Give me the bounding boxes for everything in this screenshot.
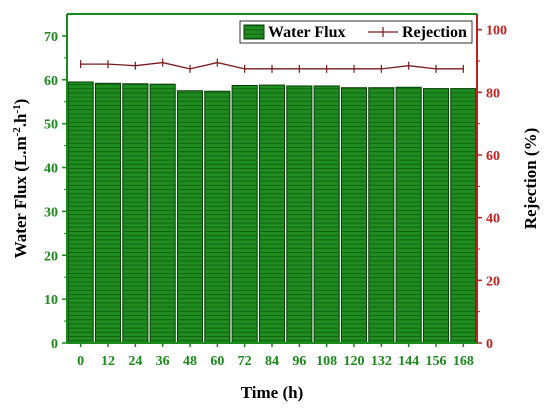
left-tick-label: 30: [44, 205, 58, 220]
left-tick-label: 40: [44, 162, 58, 177]
x-tick-label: 12: [101, 354, 115, 369]
left-tick-label: 70: [44, 30, 58, 45]
flux-bar: [258, 84, 286, 344]
left-tick-label: 0: [51, 337, 58, 352]
labels-layer: 0 10 20 30 40 50 60 70 0 20 40 60 80 100 0 12 24 36 48 60 72…: [11, 24, 540, 402]
flux-bar: [395, 86, 422, 344]
x-tick-label: 0: [77, 354, 84, 369]
axes-layer: [62, 13, 482, 347]
legend: Water Flux Rejection: [239, 20, 473, 44]
left-axis-title-part: Water Flux (L.m: [11, 136, 30, 258]
x-tick-label: 60: [210, 354, 224, 369]
x-tick-label: 84: [265, 354, 279, 369]
right-tick-label: 100: [486, 24, 507, 39]
legend-rejection-label: Rejection: [402, 24, 467, 41]
flux-bar: [286, 85, 313, 344]
x-tick-label: 72: [238, 354, 252, 369]
flux-bar: [94, 82, 122, 344]
x-tick-label: 168: [453, 354, 474, 369]
left-axis-title-part: -1: [11, 104, 23, 113]
left-axis-title: Water Flux (L.m-2.h-1): [11, 99, 30, 259]
x-tick-label: 48: [183, 354, 197, 369]
flux-bar: [450, 88, 477, 344]
x-tick-label: 156: [426, 354, 447, 369]
flux-bar: [368, 87, 395, 344]
rejection-line-layer: [80, 58, 464, 73]
right-tick-label: 20: [486, 274, 500, 289]
bars-layer: [67, 81, 477, 344]
flux-bar: [313, 85, 340, 344]
flux-bar: [122, 83, 149, 344]
flux-bar: [231, 85, 258, 344]
x-tick-label: 24: [128, 354, 142, 369]
flux-bar: [422, 88, 450, 344]
right-tick-label: 60: [486, 149, 500, 164]
x-tick-label: 132: [371, 354, 392, 369]
x-tick-label: 96: [292, 354, 306, 369]
left-tick-label: 50: [44, 118, 58, 133]
left-tick-label: 60: [44, 74, 58, 89]
left-axis-title-part: -2: [11, 127, 23, 137]
x-axis-title: Time (h): [241, 383, 304, 402]
legend-flux-swatch: [243, 24, 265, 40]
x-tick-label: 144: [398, 354, 419, 369]
flux-bar: [67, 81, 94, 344]
x-tick-label: 108: [316, 354, 337, 369]
x-tick-label: 36: [156, 354, 170, 369]
flux-bar: [176, 90, 204, 344]
right-tick-label: 80: [486, 86, 500, 101]
right-tick-label: 40: [486, 212, 500, 227]
left-tick-label: 10: [44, 293, 58, 308]
flux-bar: [204, 90, 231, 344]
x-tick-label: 120: [344, 354, 365, 369]
legend-box: [239, 20, 473, 44]
right-tick-label: 0: [486, 337, 493, 352]
right-axis-title: Rejection (%): [521, 128, 540, 230]
left-axis-title-part: .h: [11, 113, 30, 127]
legend-flux-label: Water Flux: [268, 24, 345, 41]
left-axis-title-part: ): [11, 99, 30, 105]
flux-bar: [340, 87, 368, 344]
left-tick-label: 20: [44, 249, 58, 264]
flux-bar: [149, 83, 176, 344]
